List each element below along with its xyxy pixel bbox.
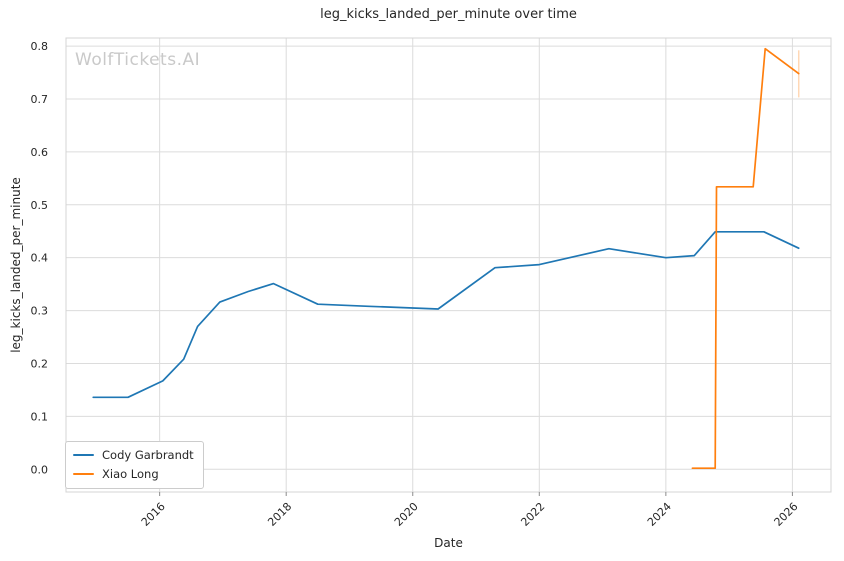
watermark: WolfTickets.AI [75,50,201,70]
y-tick-label: 0.1 [31,410,49,423]
x-tick-label: 2018 [265,500,294,529]
x-tick-label: 2026 [772,500,801,529]
y-tick-label: 0.0 [31,463,49,476]
y-tick-label: 0.7 [31,93,49,106]
y-tick-label: 0.3 [31,305,49,318]
legend-label: Cody Garbrandt [102,448,194,462]
series-line [92,230,800,399]
legend-line-icon [73,473,94,475]
x-tick-label: 2020 [392,500,421,529]
legend-item-xiao-long: Xiao Long [73,466,194,482]
plot-border [65,37,832,493]
y-tick-label: 0.2 [31,357,49,370]
legend-item-cody-garbrandt: Cody Garbrandt [73,447,194,463]
x-tick-label: 2016 [139,500,168,529]
y-axis-label: leg_kicks_landed_per_minute [9,177,23,353]
legend-label: Xiao Long [102,467,159,481]
y-tick-label: 0.5 [31,199,49,212]
series-line [691,47,800,470]
x-axis-label: Date [434,536,463,550]
y-tick-label: 0.4 [31,252,49,265]
x-tick-label: 2024 [645,500,674,529]
legend: Cody Garbrandt Xiao Long [65,441,204,489]
y-tick-label: 0.8 [31,40,49,53]
x-tick-label: 2022 [518,500,547,529]
y-tick-label: 0.6 [31,146,49,159]
legend-line-icon [73,454,94,456]
chart-title: leg_kicks_landed_per_minute over time [320,7,577,22]
